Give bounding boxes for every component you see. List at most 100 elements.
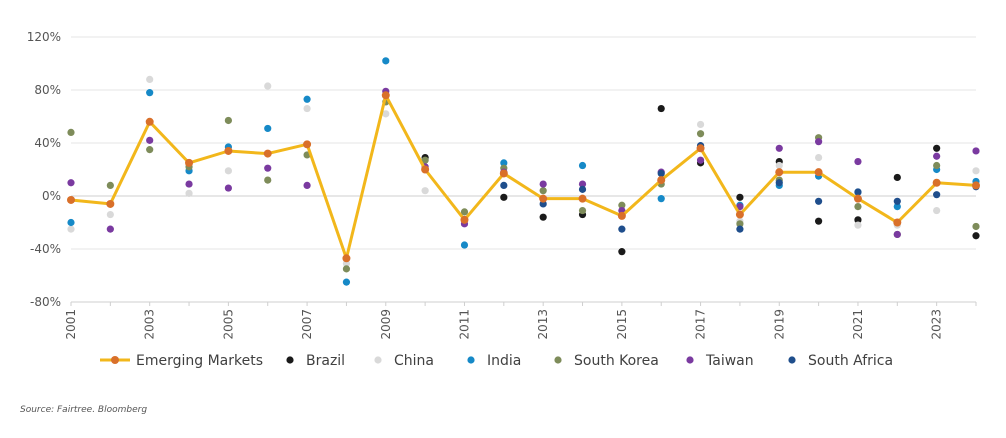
south-korea-point [539, 187, 547, 195]
brazil-point [736, 193, 744, 201]
china-point [854, 221, 862, 229]
taiwan-point [775, 144, 783, 152]
taiwan-point [264, 164, 272, 172]
china-point [303, 104, 311, 113]
x-tick-label: 2021 [851, 309, 865, 340]
south-africa-point [815, 197, 823, 205]
legend-dot-swatch [686, 356, 694, 364]
china-point [185, 189, 193, 197]
legend: Emerging Markets Brazil China India South Ko… [100, 353, 893, 369]
emerging-markets-point [263, 149, 272, 158]
south-korea-point [224, 116, 232, 125]
emerging-markets-point [853, 194, 862, 203]
india-point [500, 159, 508, 167]
scatter-points [67, 57, 980, 286]
south-africa-point [657, 169, 665, 178]
x-tick-label: 2019 [772, 309, 786, 340]
china-point [106, 210, 114, 219]
south-africa-point [854, 188, 862, 196]
x-axis: 2001 2003 2005 2007 2009 2011 2013 2015 2017 2019… [64, 301, 977, 340]
south-korea-point [854, 203, 862, 211]
taiwan-point [224, 184, 232, 192]
india-point [303, 95, 311, 103]
x-tick-label: 2007 [300, 309, 314, 340]
legend-dot-swatch [467, 356, 475, 364]
taiwan-point [106, 225, 114, 233]
emerging-markets-point [657, 176, 666, 185]
south-korea-point [736, 220, 744, 228]
y-tick-label: 120% [27, 30, 61, 44]
legend-item-south-africa: South Africa [788, 353, 893, 369]
legend-dot-swatch [286, 356, 294, 364]
taiwan-point [696, 156, 705, 164]
india-point [460, 241, 469, 249]
legend-label: Brazil [306, 353, 345, 369]
india-point [578, 161, 587, 170]
taiwan-point [185, 180, 193, 188]
india-point [657, 195, 665, 203]
india-point [382, 57, 390, 65]
legend-dot-swatch [554, 356, 562, 364]
south-africa-point [578, 185, 587, 193]
south-korea-point [618, 201, 626, 209]
y-tick-label: 40% [34, 136, 61, 150]
x-tick-label: 2003 [143, 309, 157, 340]
india-point [146, 89, 154, 97]
south-africa-point [618, 225, 626, 233]
south-korea-point [460, 208, 469, 216]
legend-item-emerging-markets: Emerging Markets [100, 353, 263, 369]
taiwan-point [933, 152, 941, 160]
emerging-markets-point [932, 178, 941, 187]
emerging-markets-point [342, 254, 351, 263]
emerging-markets-point [972, 181, 980, 190]
legend-label: Taiwan [705, 353, 754, 369]
y-tick-label: 0% [42, 189, 61, 203]
emerging-markets-point [381, 91, 390, 100]
taiwan-point [146, 136, 154, 144]
taiwan-point [815, 138, 823, 146]
taiwan-point [972, 147, 980, 155]
emerging-markets-line [67, 91, 980, 263]
x-tick-label: 2017 [694, 309, 708, 340]
south-korea-point [972, 222, 980, 231]
south-korea-point [578, 206, 587, 215]
legend-item-brazil: Brazil [286, 353, 345, 369]
china-point [224, 167, 232, 175]
china-point [933, 206, 941, 215]
x-tick-label: 2015 [615, 309, 629, 340]
south-korea-point [421, 156, 429, 164]
legend-item-india: India [467, 353, 521, 369]
india-point [893, 203, 901, 211]
south-korea-point [67, 128, 75, 136]
brazil-point [972, 232, 980, 240]
y-tick-label: -40% [30, 242, 61, 256]
china-point [775, 161, 783, 170]
x-tick-label: 2005 [221, 309, 235, 340]
chart-plot: 120%80%40%0%-40%-80% 2001 2003 2005 2007 200… [27, 30, 980, 369]
emerging-markets-point [578, 194, 587, 203]
legend-dot-swatch [788, 356, 796, 364]
south-africa-point [893, 197, 901, 205]
emerging-markets-point [539, 194, 548, 203]
brazil-point [893, 173, 901, 182]
y-tick-label: 80% [34, 83, 61, 97]
emerging-markets-point [145, 117, 154, 126]
taiwan-point [578, 180, 587, 188]
brazil-point [500, 193, 508, 201]
china-point [421, 187, 429, 195]
x-tick-label: 2011 [457, 309, 471, 340]
south-korea-point [264, 176, 272, 184]
taiwan-point [67, 179, 75, 187]
y-axis: 120% 80% 40% 0% -40% -80% [27, 30, 61, 309]
y-tick-label: -80% [30, 295, 61, 309]
emerging-markets-point [106, 199, 115, 208]
source-note: Source: Fairtree. Bloomberg [20, 405, 148, 415]
brazil-point [657, 104, 665, 113]
legend-label: South Korea [574, 353, 659, 369]
emerging-markets-point [617, 211, 626, 220]
india-point [264, 124, 272, 133]
x-tick-label: 2001 [64, 309, 78, 340]
gridlines [71, 36, 976, 303]
south-africa-point [933, 191, 941, 199]
brazil-point [815, 217, 823, 225]
